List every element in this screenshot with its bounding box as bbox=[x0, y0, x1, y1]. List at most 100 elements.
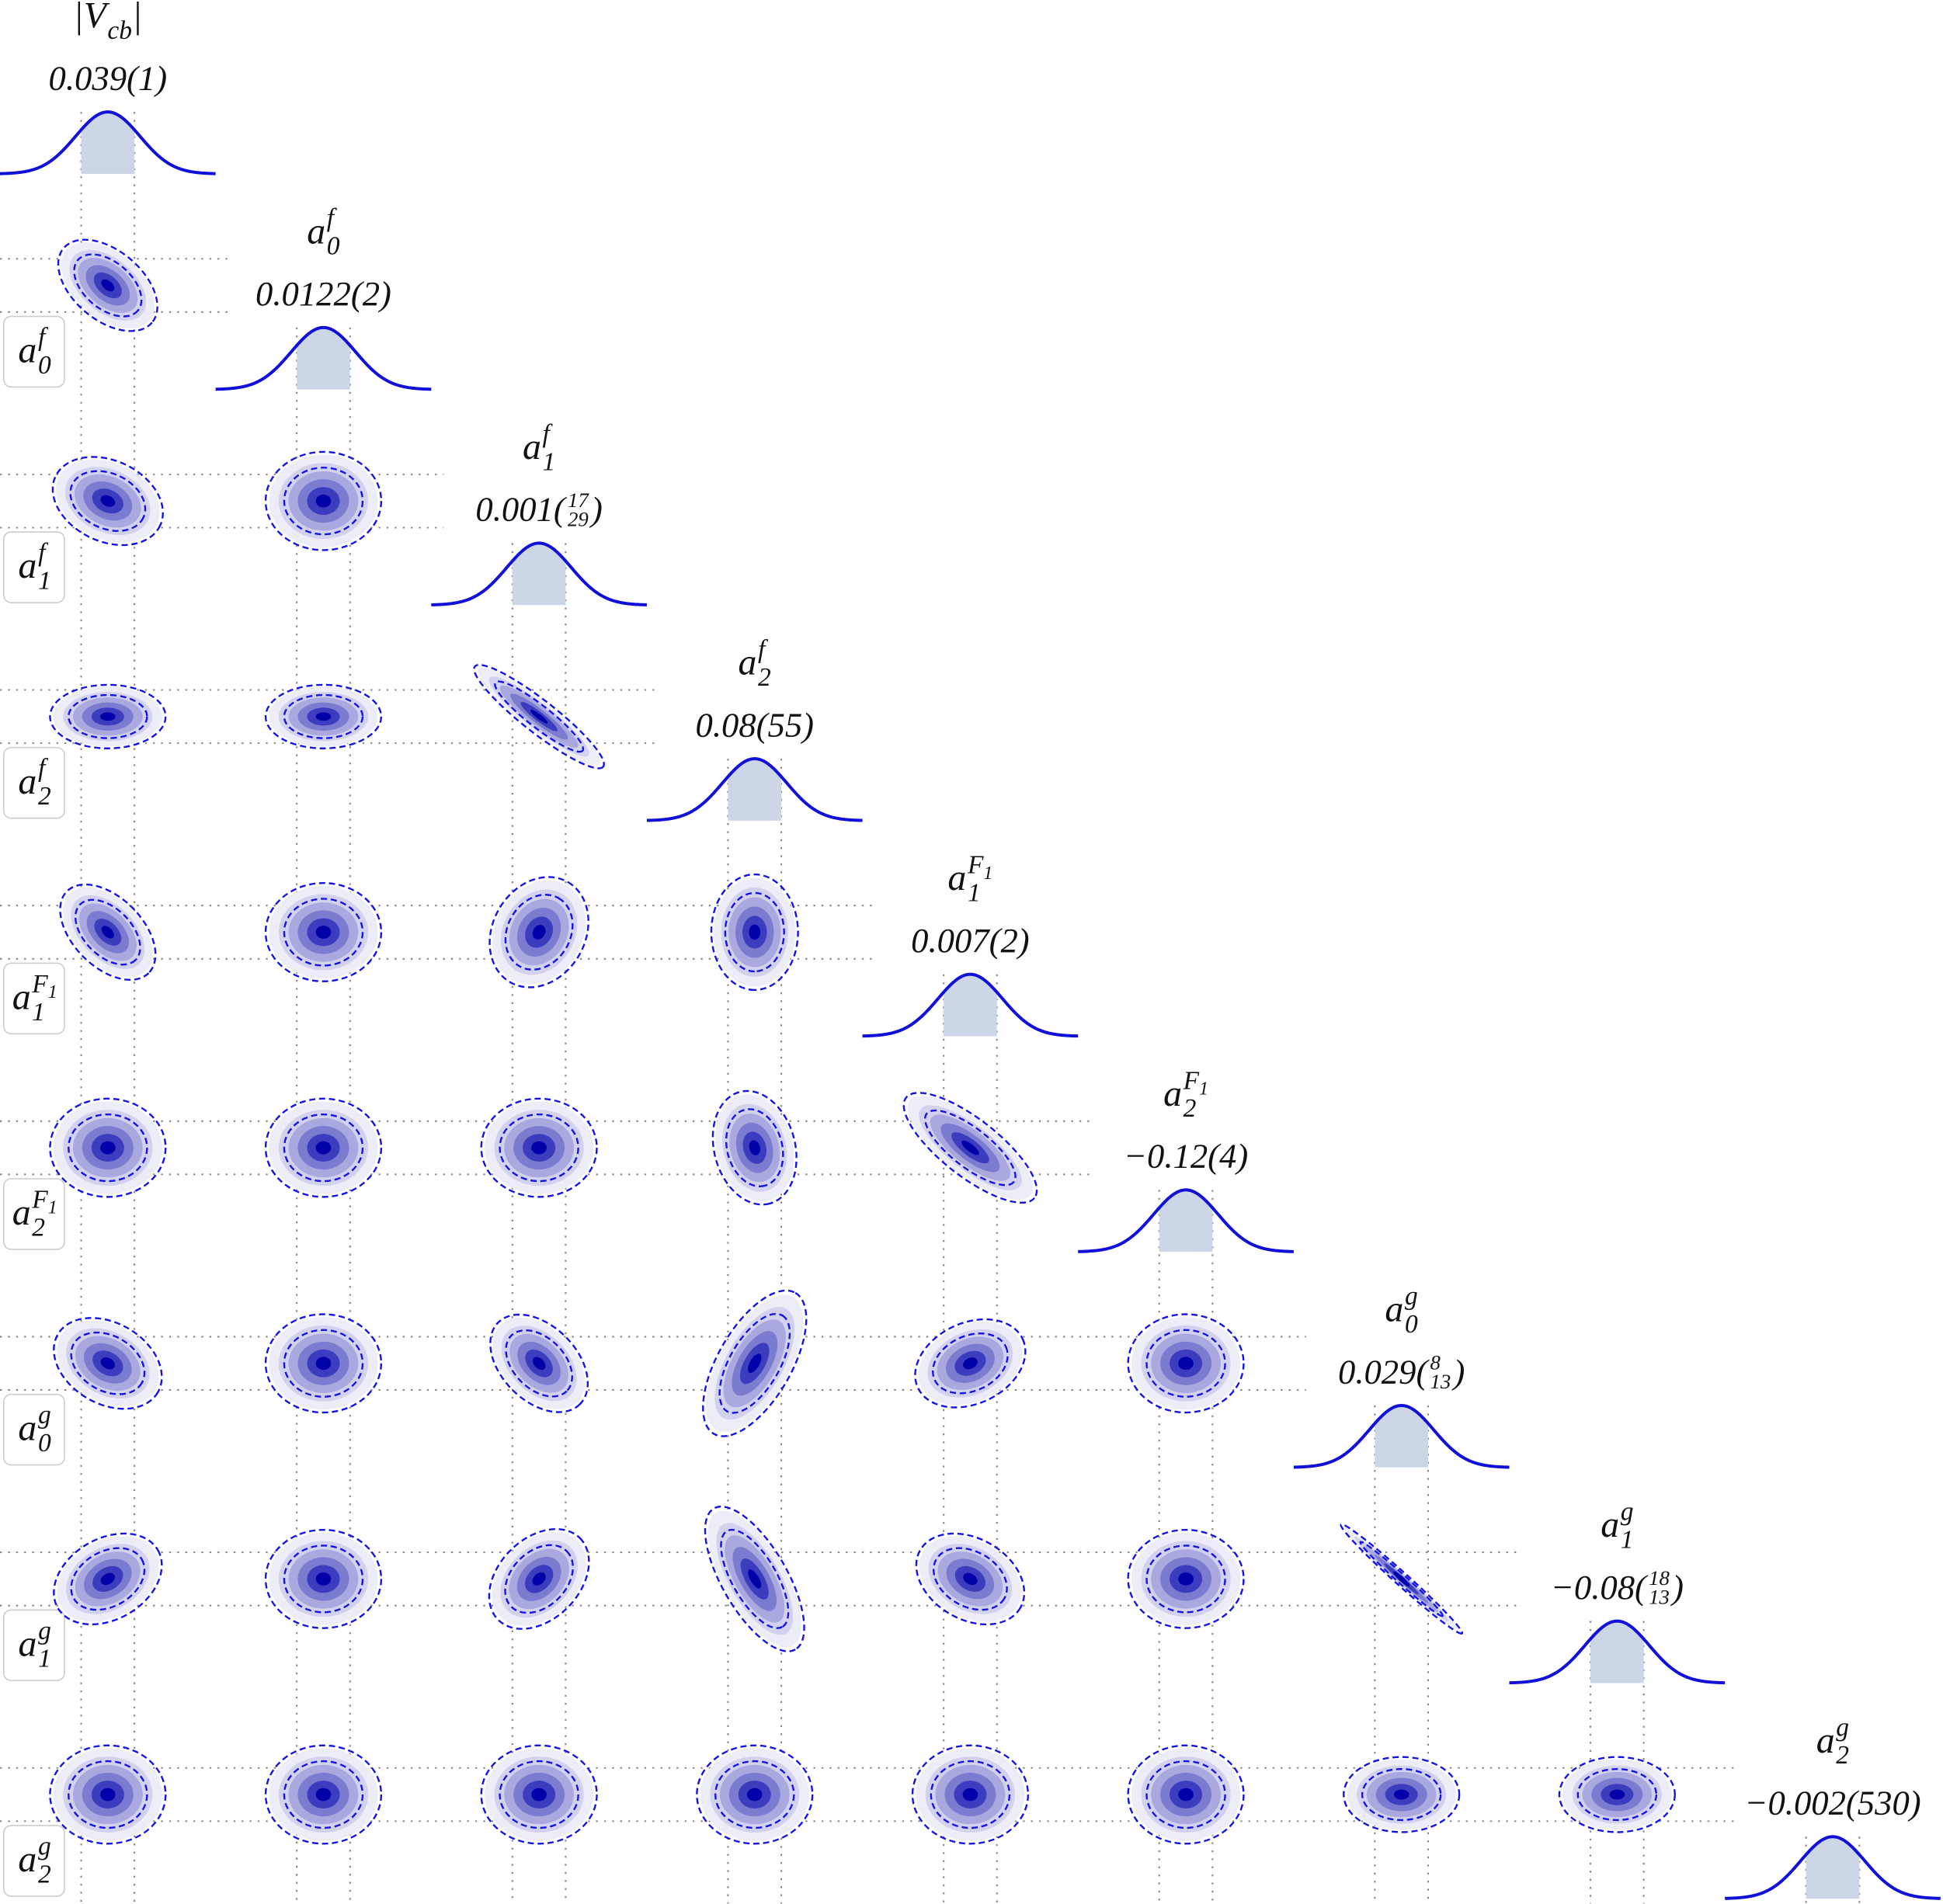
row-label-box bbox=[2, 1178, 65, 1250]
credible-contour bbox=[499, 1760, 579, 1829]
credible-contour bbox=[49, 1744, 167, 1845]
credible-band bbox=[81, 112, 135, 174]
posterior-curve bbox=[431, 541, 647, 606]
posterior-curve bbox=[1725, 1835, 1941, 1900]
credible-contour bbox=[711, 1089, 798, 1206]
credible-contour bbox=[68, 1113, 148, 1183]
value-text: −0.08( bbox=[1551, 1568, 1649, 1607]
credible-contour bbox=[1359, 1541, 1444, 1617]
credible-contour bbox=[1576, 1767, 1658, 1822]
label-part: F bbox=[967, 851, 984, 880]
density-level bbox=[749, 924, 761, 940]
label-part: 1 bbox=[48, 1198, 57, 1218]
credible-contour bbox=[70, 1331, 146, 1395]
density-level bbox=[1393, 1571, 1410, 1586]
label-part: a bbox=[523, 426, 541, 467]
param-value: 0.029(813) bbox=[1338, 1350, 1465, 1393]
density-level bbox=[101, 926, 114, 939]
label-part: 0 bbox=[1405, 1310, 1418, 1339]
density-level bbox=[99, 1788, 116, 1802]
credible-band bbox=[512, 543, 566, 606]
contour-panel bbox=[911, 1744, 1030, 1845]
contour-panel bbox=[264, 1097, 383, 1198]
credible-contour bbox=[59, 883, 157, 982]
row-label: a g2 bbox=[18, 1832, 51, 1888]
posterior-curve bbox=[1509, 1619, 1726, 1685]
row-label-box bbox=[2, 1393, 65, 1466]
credible-contour bbox=[725, 1108, 784, 1187]
param-title: a g0 bbox=[1385, 1282, 1418, 1339]
label-part: 1 bbox=[1621, 1526, 1634, 1555]
density-level bbox=[963, 1357, 978, 1370]
credible-contour bbox=[480, 1744, 598, 1845]
label-part: 2 bbox=[32, 1213, 45, 1242]
label-part: 0 bbox=[38, 351, 51, 380]
credible-contour bbox=[504, 1544, 574, 1614]
credible-contour bbox=[924, 1109, 1017, 1187]
credible-band bbox=[728, 759, 782, 821]
param-title: a f1 bbox=[523, 419, 555, 476]
credible-band bbox=[1375, 1405, 1429, 1468]
contour-panel bbox=[489, 1313, 589, 1413]
density-level bbox=[99, 1141, 116, 1155]
credible-contour bbox=[914, 1318, 1027, 1409]
label-part: 2 bbox=[758, 663, 771, 692]
label-part: f bbox=[543, 419, 554, 448]
label-part: f bbox=[327, 204, 338, 233]
contour-panel bbox=[710, 873, 799, 992]
credible-band bbox=[944, 974, 997, 1037]
param-value: −0.12(4) bbox=[1124, 1137, 1248, 1176]
label-part: g bbox=[38, 1832, 51, 1861]
label-part: 1 bbox=[38, 566, 51, 595]
credible-contour bbox=[1558, 1756, 1676, 1833]
credible-contour bbox=[710, 873, 799, 992]
label-part: g bbox=[38, 1401, 51, 1430]
value-text: 0.029( bbox=[1338, 1352, 1430, 1391]
credible-contour bbox=[51, 456, 164, 547]
label-part: a bbox=[738, 642, 756, 683]
contour-panel bbox=[480, 1744, 598, 1845]
param-title: a f0 bbox=[307, 204, 340, 261]
credible-contour bbox=[702, 1289, 808, 1437]
density-level bbox=[100, 1572, 116, 1586]
label-part: 1 bbox=[968, 879, 981, 908]
contour-panel bbox=[53, 1532, 163, 1626]
contour-panel bbox=[264, 1744, 383, 1845]
row-label-box bbox=[2, 1825, 65, 1897]
param-title: a F 12 bbox=[1163, 1066, 1208, 1123]
label-part: 1 bbox=[543, 447, 556, 476]
credible-contour bbox=[53, 1532, 163, 1626]
value-close: ) bbox=[1451, 1352, 1465, 1391]
density-level bbox=[315, 1141, 332, 1155]
label-part: a bbox=[1385, 1289, 1403, 1330]
credible-band bbox=[1806, 1836, 1860, 1899]
density-level bbox=[531, 1141, 547, 1155]
label-part: a bbox=[18, 1839, 36, 1880]
contour-panel bbox=[53, 1317, 163, 1410]
credible-contour bbox=[911, 1744, 1030, 1845]
value-lower: 13 bbox=[1649, 1586, 1670, 1609]
credible-contour bbox=[1145, 1544, 1226, 1614]
contour-panel bbox=[704, 1506, 805, 1652]
contour-panel bbox=[49, 1097, 167, 1198]
label-part: 1 bbox=[48, 982, 57, 1002]
credible-contour bbox=[283, 467, 364, 536]
contour-panel bbox=[264, 1313, 383, 1414]
credible-contour bbox=[902, 1092, 1038, 1204]
credible-band bbox=[1590, 1621, 1644, 1683]
param-title: a g2 bbox=[1816, 1713, 1850, 1770]
label-part: a bbox=[947, 857, 966, 898]
contour-panel bbox=[1127, 1528, 1245, 1629]
density-level bbox=[1393, 1789, 1409, 1800]
credible-contour bbox=[915, 1532, 1026, 1626]
density-level bbox=[100, 495, 116, 507]
row-label-box bbox=[2, 315, 65, 388]
credible-contour bbox=[283, 1113, 364, 1183]
density-level bbox=[961, 1140, 979, 1155]
credible-contour bbox=[724, 891, 785, 973]
density-level bbox=[315, 926, 332, 939]
label-part: 1 bbox=[32, 998, 45, 1027]
density-level bbox=[963, 1572, 978, 1586]
